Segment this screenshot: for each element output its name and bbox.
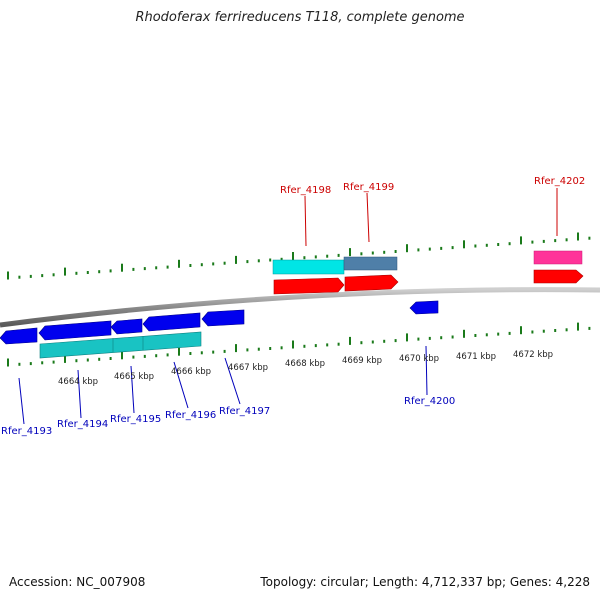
- ruler-label: 4665 kbp: [114, 372, 154, 382]
- leader-rfer-4199: [366, 192, 370, 243]
- ruler-label: 4666 kbp: [171, 367, 211, 377]
- gene-label-rfer-4202[interactable]: Rfer_4202: [534, 176, 585, 187]
- gene-label-rfer-4197[interactable]: Rfer_4197: [219, 406, 270, 417]
- ruler-label: 4667 kbp: [228, 363, 268, 373]
- ruler-ticks-bottom: [7, 322, 591, 367]
- leader-rfer-4197: [224, 357, 241, 405]
- leader-rfer-4194: [77, 369, 82, 419]
- ruler-label: 4668 kbp: [285, 359, 325, 369]
- ruler-label: 4672 kbp: [513, 350, 553, 360]
- gene-labels: Rfer_4198 Rfer_4199 Rfer_4202 Rfer_4193 …: [1, 176, 585, 437]
- gene-arrow-rfer-4193[interactable]: [0, 327, 38, 345]
- label-leaders: [18, 188, 558, 425]
- gene-arrow-rfer-4198[interactable]: [273, 277, 345, 295]
- gene-label-rfer-4200[interactable]: Rfer_4200: [404, 396, 455, 407]
- genome-summary-text: Topology: circular; Length: 4,712,337 bp…: [260, 575, 590, 589]
- genome-title: Rhodoferax ferrireducens T118, complete …: [135, 10, 465, 25]
- accession-text: Accession: NC_007908: [9, 575, 146, 589]
- gene-arrow-rfer-4199[interactable]: [344, 274, 399, 292]
- reverse-strand-features: [0, 300, 439, 359]
- forward-strand-features: [272, 250, 584, 295]
- ruler-label: 4669 kbp: [342, 356, 382, 366]
- ruler-label: 4664 kbp: [58, 377, 98, 387]
- gene-label-rfer-4198[interactable]: Rfer_4198: [280, 185, 331, 196]
- gene-label-rfer-4196[interactable]: Rfer_4196: [165, 410, 216, 421]
- leader-rfer-4195: [130, 365, 135, 414]
- feature-pink-block[interactable]: [533, 250, 583, 265]
- ruler-labels: 4664 kbp 4665 kbp 4666 kbp 4667 kbp 4668…: [58, 350, 553, 387]
- leader-rfer-4196: [173, 361, 189, 409]
- gene-label-rfer-4199[interactable]: Rfer_4199: [343, 182, 394, 193]
- gene-label-rfer-4194[interactable]: Rfer_4194: [57, 419, 108, 430]
- ruler-label: 4670 kbp: [399, 354, 439, 364]
- gene-arrow-rfer-4202[interactable]: [533, 269, 584, 284]
- ruler-label: 4671 kbp: [456, 352, 496, 362]
- ruler-ticks-top: [7, 232, 591, 280]
- feature-cyan-block[interactable]: [272, 259, 345, 275]
- gene-arrow-rfer-4197[interactable]: [201, 309, 245, 327]
- gene-label-rfer-4195[interactable]: Rfer_4195: [110, 414, 161, 425]
- gene-arrow-rfer-4200[interactable]: [409, 300, 439, 315]
- gene-arrow-rfer-4195[interactable]: [110, 318, 143, 335]
- feature-teal-block[interactable]: [39, 331, 202, 359]
- gene-arrow-rfer-4194[interactable]: [38, 320, 112, 341]
- gene-label-rfer-4193[interactable]: Rfer_4193: [1, 426, 52, 437]
- genome-backbone: [0, 287, 600, 328]
- gene-arrow-rfer-4196[interactable]: [142, 312, 201, 332]
- leader-rfer-4200: [425, 345, 428, 396]
- leader-rfer-4198: [304, 195, 307, 247]
- feature-steel-block[interactable]: [343, 256, 398, 271]
- leader-rfer-4193: [18, 377, 25, 425]
